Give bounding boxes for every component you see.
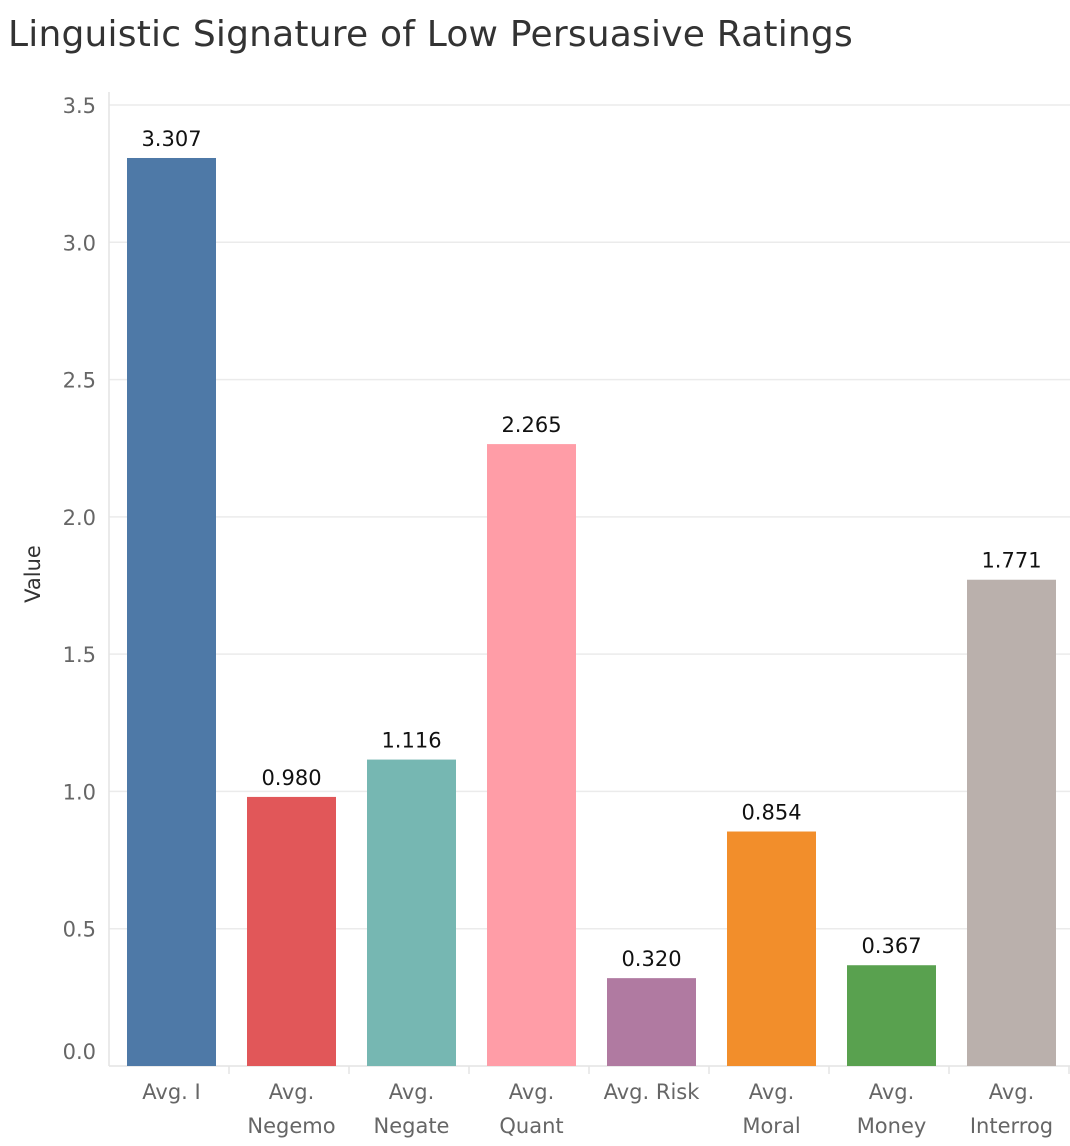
bar — [247, 796, 336, 1066]
data-labels: 3.307 0.980 1.116 2.265 0.320 0.854 0.367 1.771 — [141, 127, 1041, 971]
bar — [727, 831, 816, 1066]
data-label: 2.265 — [501, 413, 561, 437]
x-category-labels: Avg. I Avg. Negemo Avg. Negate Avg. Quant Avg. … — [142, 1080, 1053, 1138]
y-tick-label: 2.0 — [63, 506, 96, 530]
x-tick-label: Avg. Risk — [604, 1080, 701, 1104]
y-tick-label: 1.5 — [63, 643, 96, 667]
y-tick-label: 3.5 — [63, 94, 96, 118]
y-tick-labels: 0.0 0.5 1.0 1.5 2.0 2.5 3.0 3.5 — [63, 94, 96, 1064]
x-tick-label: Avg. — [749, 1080, 795, 1104]
bar — [607, 978, 696, 1066]
data-label: 3.307 — [141, 127, 201, 151]
data-label: 0.320 — [621, 947, 681, 971]
x-tick-label: Quant — [499, 1114, 563, 1138]
y-axis-title: Value — [21, 545, 45, 603]
x-tick-label: Negate — [374, 1114, 450, 1138]
y-tick-label: 1.0 — [63, 780, 96, 804]
x-tick-label: Avg. — [389, 1080, 435, 1104]
x-tick-label: Avg. — [509, 1080, 555, 1104]
data-label: 1.116 — [381, 729, 441, 753]
bar — [967, 579, 1056, 1066]
x-tick-label: Avg. — [989, 1080, 1035, 1104]
bars — [127, 157, 1056, 1066]
data-label: 0.854 — [741, 801, 801, 825]
x-tick-label: Avg. I — [142, 1080, 200, 1104]
bar — [847, 965, 936, 1066]
data-label: 1.771 — [981, 549, 1041, 573]
x-tick-label: Avg. — [869, 1080, 915, 1104]
x-tick-label: Negemo — [247, 1114, 335, 1138]
x-tick-label: Moral — [742, 1114, 800, 1138]
x-tick-label: Money — [857, 1114, 927, 1138]
data-label: 0.980 — [261, 766, 321, 790]
x-tick-label: Interrog — [970, 1114, 1053, 1138]
bar — [127, 157, 216, 1066]
y-tick-label: 3.0 — [63, 231, 96, 255]
y-tick-label: 0.0 — [63, 1040, 96, 1064]
bar — [367, 759, 456, 1066]
data-label: 0.367 — [861, 934, 921, 958]
y-tick-label: 2.5 — [63, 369, 96, 393]
chart-title: Linguistic Signature of Low Persuasive R… — [8, 14, 853, 55]
x-tick-label: Avg. — [269, 1080, 315, 1104]
bar — [487, 444, 576, 1066]
y-tick-label: 0.5 — [63, 918, 96, 942]
